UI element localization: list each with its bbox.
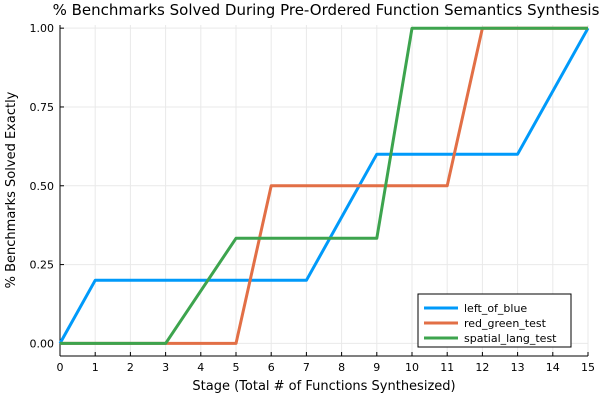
x-tick-label: 5 <box>233 361 240 374</box>
y-tick-label: 0.25 <box>30 259 55 272</box>
legend-label: red_green_test <box>464 317 547 330</box>
x-tick-label: 12 <box>475 361 489 374</box>
legend-label: left_of_blue <box>464 302 527 315</box>
x-axis-ticks: 0 1 2 3 4 5 6 7 8 9 10 11 12 13 14 15 <box>57 352 595 374</box>
x-tick-label: 13 <box>511 361 525 374</box>
y-axis-ticks: 0.00 0.25 0.50 0.75 1.00 <box>30 22 64 350</box>
x-tick-label: 3 <box>162 361 169 374</box>
x-tick-label: 0 <box>57 361 64 374</box>
x-tick-label: 1 <box>92 361 99 374</box>
x-tick-label: 8 <box>338 361 345 374</box>
x-tick-label: 4 <box>197 361 204 374</box>
legend-label: spatial_lang_test <box>464 332 557 345</box>
y-tick-label: 0.50 <box>30 180 55 193</box>
y-axis-label: % Benchmarks Solved Exactly <box>4 91 19 288</box>
series-line-spatial_lang_test <box>60 26 588 345</box>
x-tick-label: 15 <box>581 361 595 374</box>
series-line-left_of_blue <box>58 27 590 345</box>
y-tick-label: 0.00 <box>30 337 55 350</box>
y-tick-label: 0.75 <box>30 101 55 114</box>
x-tick-label: 14 <box>546 361 560 374</box>
x-tick-label: 10 <box>405 361 419 374</box>
x-tick-label: 6 <box>268 361 275 374</box>
x-tick-label: 2 <box>127 361 134 374</box>
x-tick-label: 11 <box>440 361 454 374</box>
legend: left_of_blue red_green_test spatial_lang_t… <box>417 293 572 348</box>
axes <box>59 25 588 357</box>
y-tick-label: 1.00 <box>30 22 55 35</box>
x-axis-label: Stage (Total # of Functions Synthesized) <box>192 379 455 394</box>
chart-title: % Benchmarks Solved During Pre-Ordered F… <box>53 1 600 19</box>
x-tick-label: 9 <box>373 361 380 374</box>
series-lines <box>58 26 590 345</box>
x-tick-label: 7 <box>303 361 310 374</box>
